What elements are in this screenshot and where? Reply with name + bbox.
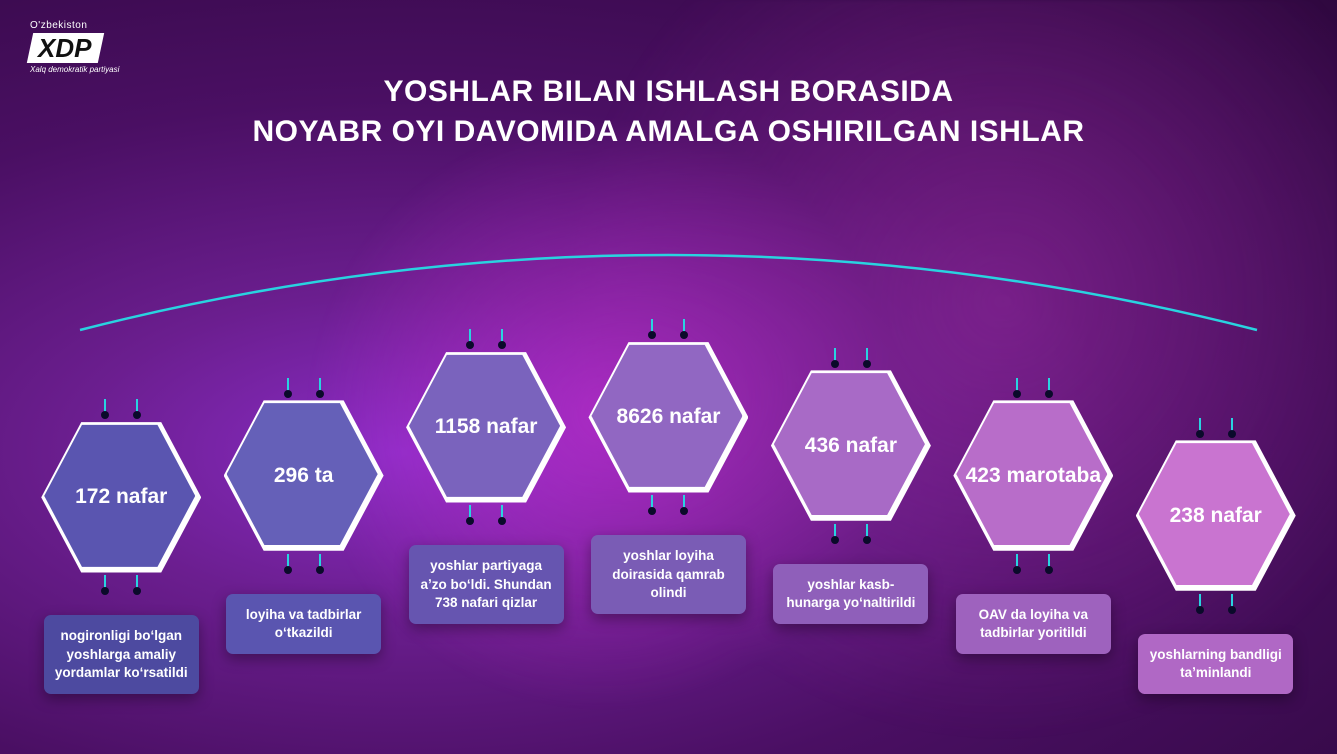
- connector-bottom: [458, 505, 514, 525]
- connector-bottom: [823, 524, 879, 544]
- hexagon: 1158 nafar: [406, 347, 566, 507]
- connector-top: [276, 378, 332, 398]
- hex-description: OAV da loyiha va tadbirlar yoritildi: [956, 594, 1111, 654]
- hex-description: yoshlar kasb-hunarga yoʻnaltirildi: [773, 564, 928, 624]
- hex-value: 238 nafar: [1136, 436, 1296, 596]
- stat-column: 296 ta loyiha va tadbirlar oʻtkazildi: [222, 396, 384, 654]
- connector-top: [1188, 418, 1244, 438]
- connector-top: [93, 399, 149, 419]
- hex-description: yoshlarning bandligi taʼminlandi: [1138, 634, 1293, 694]
- hex-value: 8626 nafar: [588, 337, 748, 497]
- stat-column: 172 nafar nogironligi boʻlgan yoshlarga …: [40, 417, 202, 694]
- logo-subline: Xalq demokratik partiyasi: [30, 65, 119, 74]
- hexagon: 296 ta: [224, 396, 384, 556]
- hex-value: 172 nafar: [41, 417, 201, 577]
- connector-bottom: [1005, 554, 1061, 574]
- connector-top: [823, 348, 879, 368]
- page-title: YOSHLAR BILAN ISHLASH BORASIDA NOYABR OY…: [0, 75, 1337, 149]
- connector-top: [1005, 378, 1061, 398]
- party-logo: O'zbekiston XDP Xalq demokratik partiyas…: [30, 20, 119, 74]
- hex-value: 436 nafar: [771, 366, 931, 526]
- hex-description: loyiha va tadbirlar oʻtkazildi: [226, 594, 381, 654]
- connector-bottom: [640, 495, 696, 515]
- hex-value: 423 marotaba: [953, 396, 1113, 556]
- connector-bottom: [93, 575, 149, 595]
- logo-main: XDP: [27, 33, 105, 63]
- hexagon: 238 nafar: [1136, 436, 1296, 596]
- hex-value: 296 ta: [224, 396, 384, 556]
- hex-description: yoshlar loyiha doirasida qamrab olindi: [591, 535, 746, 614]
- stat-column: 436 nafar yoshlar kasb-hunarga yoʻnaltir…: [770, 366, 932, 624]
- stat-column: 8626 nafar yoshlar loyiha doirasida qamr…: [587, 337, 749, 614]
- stat-column: 1158 nafar yoshlar partiyaga aʼzo boʻldi…: [405, 347, 567, 624]
- hexagon: 8626 nafar: [588, 337, 748, 497]
- hex-description: nogironligi boʻlgan yoshlarga amaliy yor…: [44, 615, 199, 694]
- stat-column: 238 nafar yoshlarning bandligi taʼminlan…: [1135, 436, 1297, 694]
- stat-column: 423 marotaba OAV da loyiha va tadbirlar …: [952, 396, 1114, 654]
- hexagon: 172 nafar: [41, 417, 201, 577]
- hex-value: 1158 nafar: [406, 347, 566, 507]
- connector-bottom: [1188, 594, 1244, 614]
- logo-topline: O'zbekiston: [30, 20, 119, 31]
- title-line-1: YOSHLAR BILAN ISHLASH BORASIDA: [0, 75, 1337, 109]
- hexagon: 423 marotaba: [953, 396, 1113, 556]
- connector-bottom: [276, 554, 332, 574]
- hex-description: yoshlar partiyaga aʼzo boʻldi. Shundan 7…: [409, 545, 564, 624]
- hexagon: 436 nafar: [771, 366, 931, 526]
- hexagon-row: 172 nafar nogironligi boʻlgan yoshlarga …: [0, 337, 1337, 694]
- title-line-2: NOYABR OYI DAVOMIDA AMALGA OSHIRILGAN IS…: [0, 115, 1337, 149]
